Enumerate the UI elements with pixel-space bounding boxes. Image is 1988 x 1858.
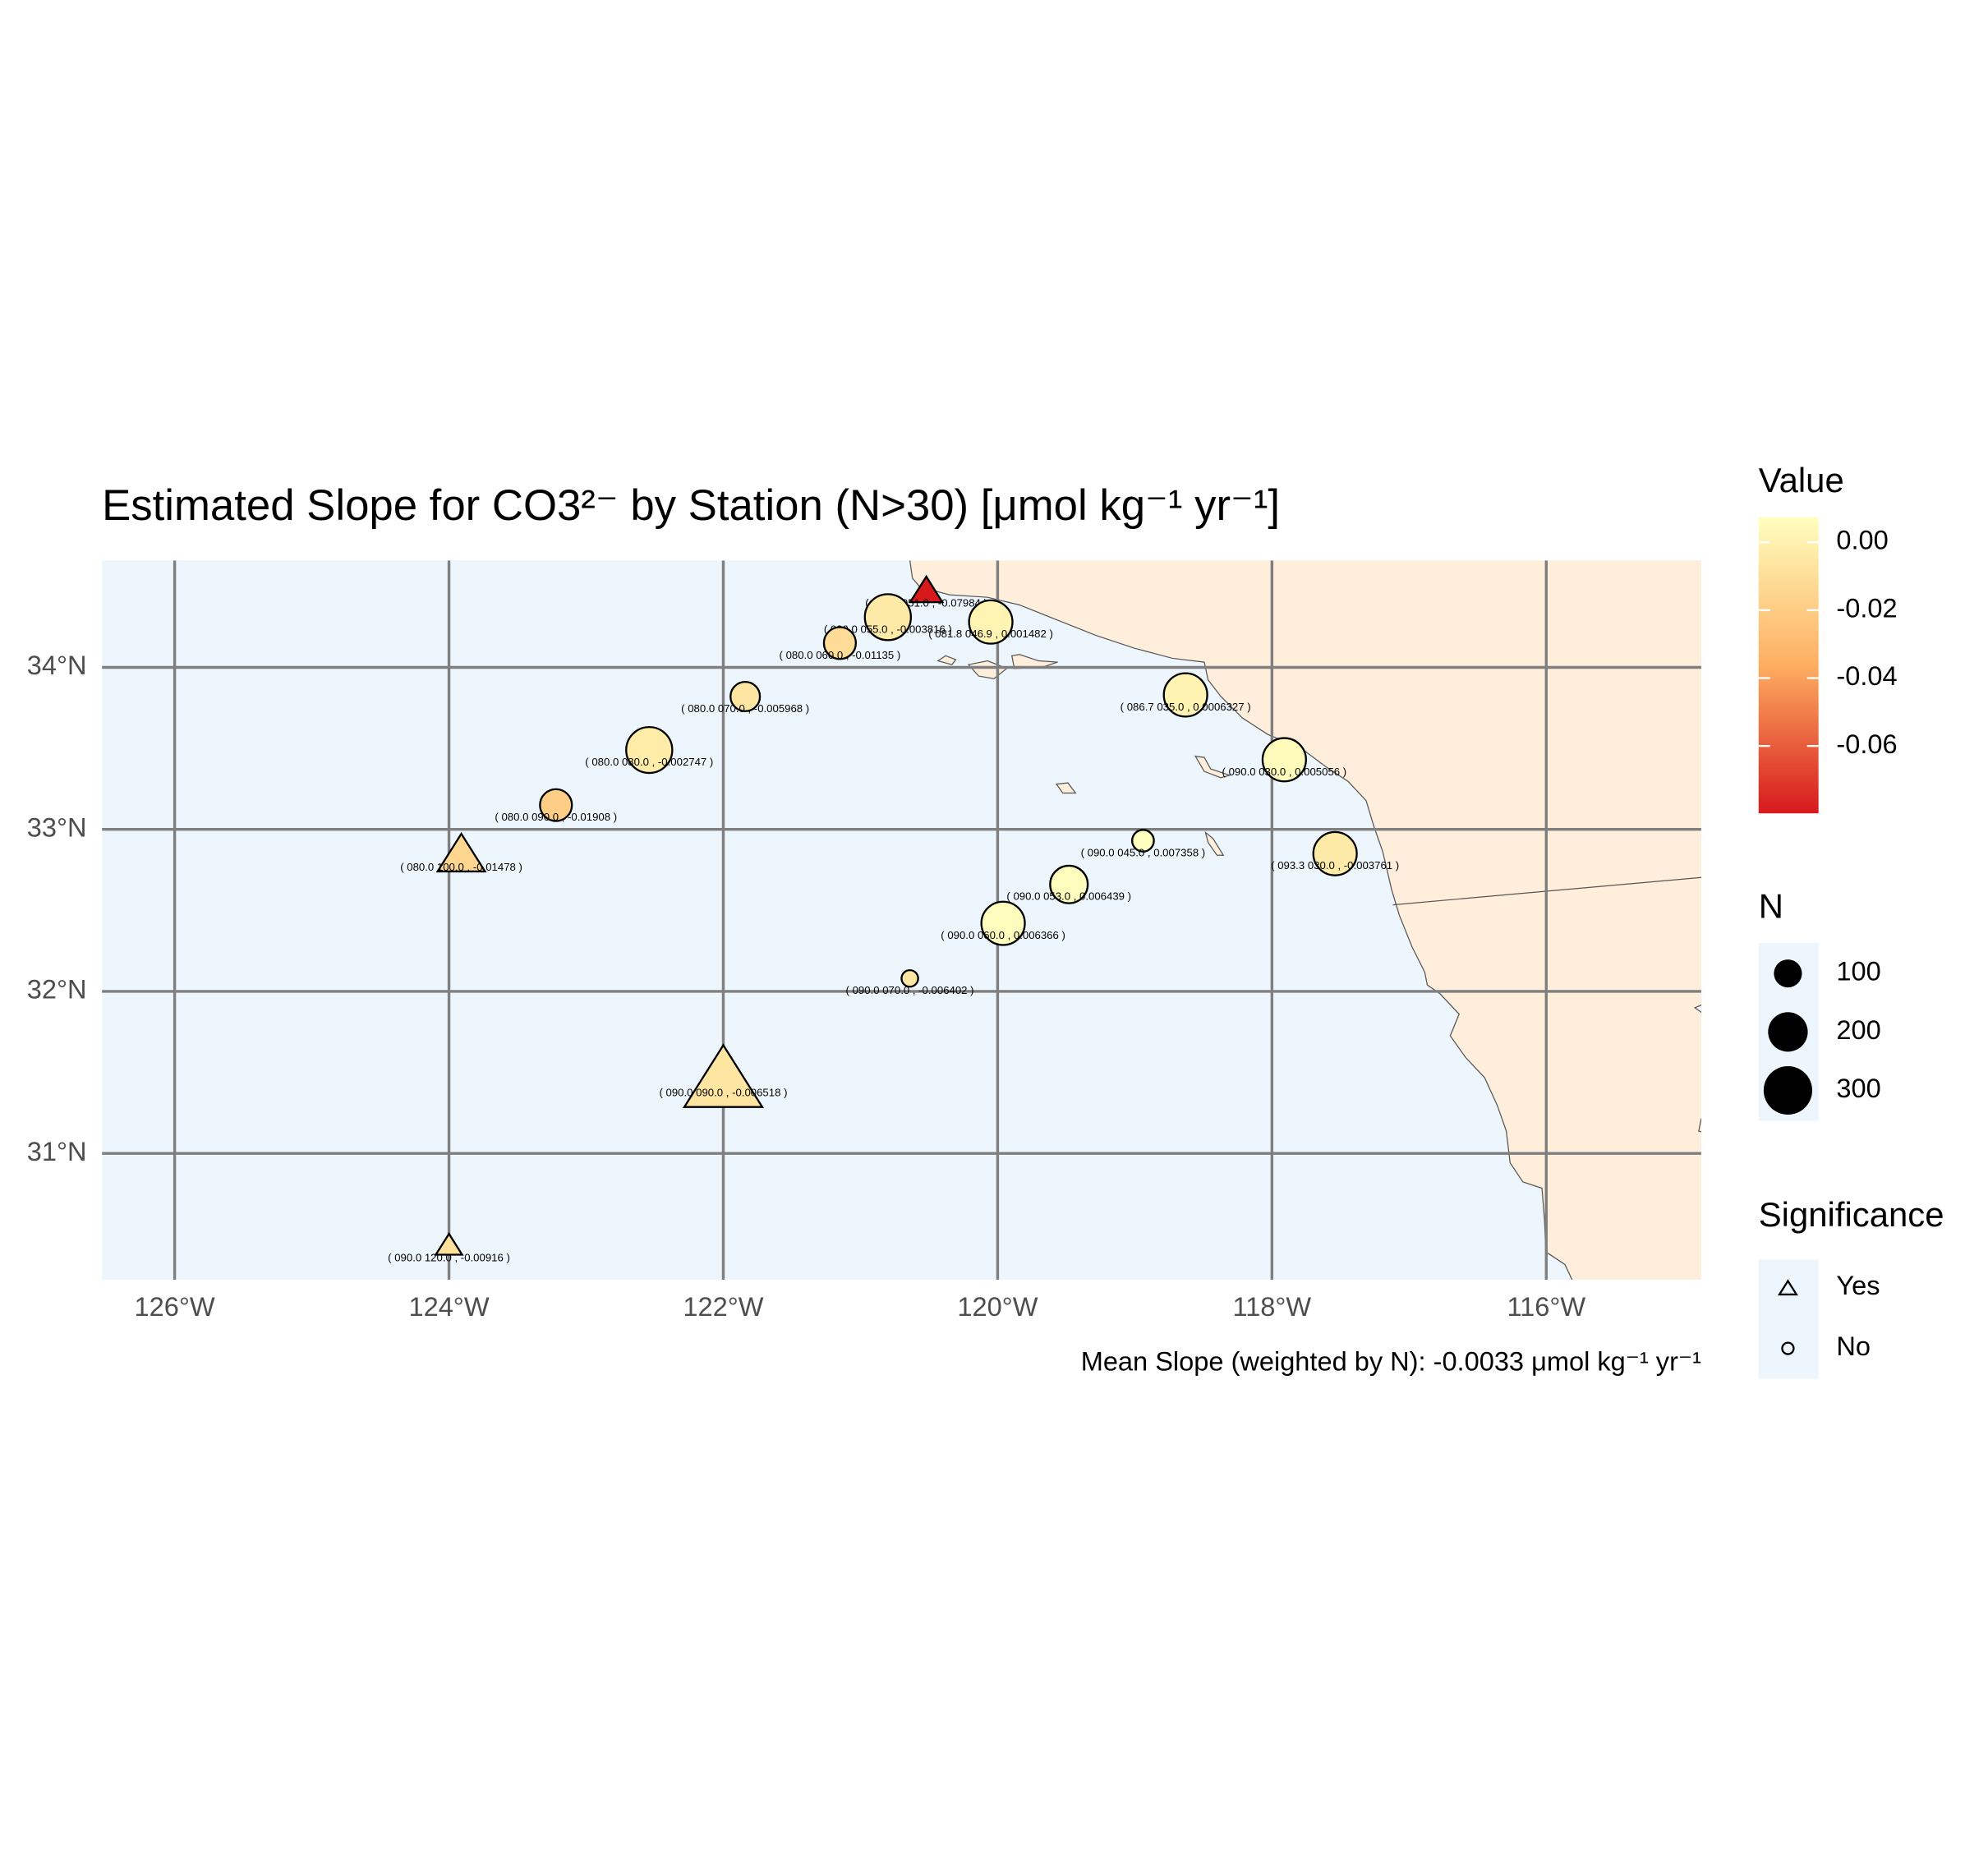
island xyxy=(1194,755,1232,779)
legend-title: Significance xyxy=(1759,1195,1944,1234)
station-label: ( 090.0 120.0 , -0.00916 ) xyxy=(388,1252,510,1264)
station-marker xyxy=(1162,672,1208,718)
station-label: ( 093.3 030.0 , -0.003761 ) xyxy=(1271,859,1399,872)
station-label: ( 086.7 035.0 , 0.0006327 ) xyxy=(1121,701,1251,713)
island xyxy=(1204,830,1225,856)
mainland xyxy=(909,560,1701,1281)
colorbar xyxy=(1758,517,1819,814)
station-label: ( 080.0 060.0 , -0.01135 ) xyxy=(780,649,901,661)
station-marker xyxy=(968,599,1014,645)
x-tick-label: 124°W xyxy=(408,1292,489,1322)
shape-legend-key xyxy=(1777,1279,1798,1296)
legend: Value N Significance 0.00 -0.02 -0.04 -0.06… xyxy=(1758,461,1944,1379)
station-marker xyxy=(539,788,573,822)
station-label: ( 080.0 080.0 , -0.002747 ) xyxy=(585,756,713,768)
station-label: ( 090.0 045.0 , 0.007358 ) xyxy=(1081,846,1206,858)
shape-legend-label: No xyxy=(1836,1331,1871,1361)
station-label: ( 080.0 055.0 , -0.003816 ) xyxy=(824,623,952,635)
colorbar-label: 0.00 xyxy=(1836,526,1888,555)
station-marker xyxy=(863,593,913,642)
colorbar-label: -0.04 xyxy=(1836,661,1897,691)
station-label: ( 080.0 090.0 , -0.01908 ) xyxy=(495,811,617,823)
y-tick-label: 34°N xyxy=(27,651,87,680)
station-marker xyxy=(434,1231,464,1256)
station-marker xyxy=(980,900,1026,946)
station-label: ( 080.0 100.0 , -0.01478 ) xyxy=(400,861,522,873)
y-tick-label: 33°N xyxy=(27,812,87,842)
x-tick-label: 116°W xyxy=(1507,1292,1585,1322)
caption: Mean Slope (weighted by N): -0.0033 μmol… xyxy=(1081,1347,1701,1377)
station-marker xyxy=(682,1043,764,1108)
axes: 126°W 124°W 122°W 120°W 118°W 116°W 31°N 32°N 33… xyxy=(27,651,1586,1322)
station-label: ( 090.0 060.0 , 0.006366 ) xyxy=(941,929,1065,941)
size-legend-key xyxy=(1774,959,1802,988)
chart-title: Estimated Slope for CO3²⁻ by Station (N>… xyxy=(102,481,1280,530)
coast xyxy=(1698,1118,1701,1133)
legend-title: Value xyxy=(1759,461,1844,499)
x-tick-label: 122°W xyxy=(683,1292,763,1322)
size-legend-label: 100 xyxy=(1836,957,1880,986)
station-label: ( 090.0 053.0 , 0.006439 ) xyxy=(1006,890,1131,903)
station-marker xyxy=(1312,830,1358,876)
station-label: ( 080.0 070.0 , -0.005968 ) xyxy=(681,702,809,715)
y-tick-label: 32°N xyxy=(27,975,87,1005)
station-marker xyxy=(1049,864,1089,904)
island xyxy=(1055,782,1077,794)
x-tick-label: 118°W xyxy=(1233,1292,1312,1322)
y-tick-label: 31°N xyxy=(27,1137,87,1166)
station-marker xyxy=(900,968,919,988)
shape-legend-label: Yes xyxy=(1836,1271,1880,1300)
colorbar-label: -0.06 xyxy=(1836,729,1897,759)
size-legend-key xyxy=(1768,1012,1808,1052)
station-marker xyxy=(729,680,762,712)
station-label: ( 090.0 090.0 , -0.006518 ) xyxy=(659,1086,787,1098)
border xyxy=(1392,876,1701,906)
station-marker xyxy=(1131,829,1155,853)
legend-key-bg xyxy=(1758,1259,1819,1379)
station-marker xyxy=(1261,737,1307,783)
station-label: ( 081.8 046.9 , 0.001482 ) xyxy=(928,628,1053,640)
station-label: ( 090.0 030.0 , 0.005056 ) xyxy=(1222,766,1347,778)
size-legend-label: 200 xyxy=(1836,1015,1880,1045)
stations: ( 080.0 051.0 , -0.07984 )( 080.0 055.0 … xyxy=(388,574,1399,1264)
x-tick-label: 126°W xyxy=(135,1292,215,1322)
station-marker xyxy=(435,831,487,873)
station-marker xyxy=(822,626,858,660)
island xyxy=(936,655,957,665)
station-label: ( 090.0 070.0 , -0.006402 ) xyxy=(846,984,974,996)
shape-legend-key xyxy=(1781,1341,1795,1355)
colorbar-label: -0.02 xyxy=(1836,593,1897,623)
legend-title: N xyxy=(1759,886,1783,925)
x-tick-label: 120°W xyxy=(957,1292,1038,1322)
station-marker xyxy=(908,574,945,604)
size-legend-key xyxy=(1763,1066,1813,1115)
station-marker xyxy=(625,725,674,775)
size-legend-label: 300 xyxy=(1836,1074,1880,1103)
